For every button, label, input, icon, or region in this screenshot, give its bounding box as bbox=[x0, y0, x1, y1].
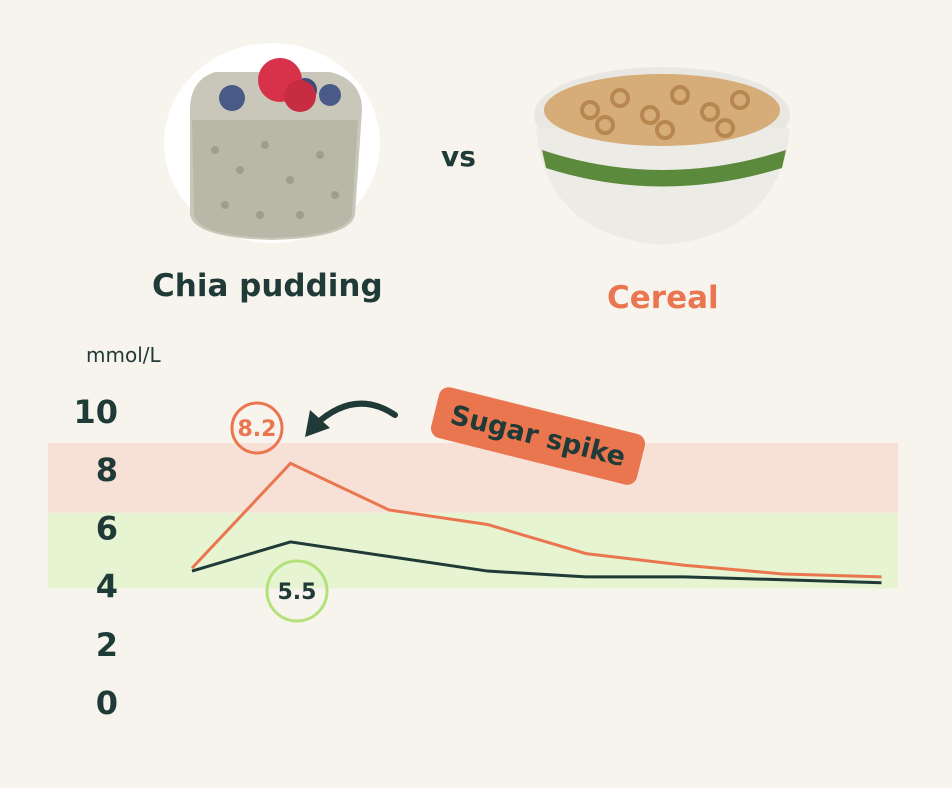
chia-series-line bbox=[191, 540, 882, 585]
y-tick-label: 0 bbox=[96, 684, 118, 722]
y-tick-label: 2 bbox=[96, 626, 118, 664]
y-tick-label: 6 bbox=[96, 509, 118, 547]
cereal-peak-value: 8.2 bbox=[238, 417, 277, 442]
arrow-head-icon bbox=[305, 410, 330, 437]
cereal-image bbox=[534, 67, 790, 245]
y-tick-label: 4 bbox=[96, 568, 118, 606]
curved-arrow-icon bbox=[312, 400, 398, 428]
peak-labels: 8.2 5.5 bbox=[230, 401, 329, 623]
chia-peak-value: 5.5 bbox=[278, 580, 317, 605]
chia-peak-badge bbox=[265, 559, 329, 623]
normal-glucose-band bbox=[48, 512, 898, 589]
y-axis-unit-label: mmol/L bbox=[86, 343, 161, 367]
cereal-label: Cereal bbox=[607, 280, 719, 316]
high-glucose-band bbox=[48, 443, 898, 513]
cereal-series-line bbox=[190, 461, 882, 579]
chia-pudding-image bbox=[164, 43, 380, 243]
y-tick-label: 8 bbox=[96, 451, 118, 489]
vs-label: vs bbox=[441, 140, 476, 173]
y-tick-label: 10 bbox=[73, 393, 118, 431]
chia-pudding-label: Chia pudding bbox=[152, 268, 383, 304]
y-axis-ticks: 0 2 4 6 8 10 bbox=[73, 393, 118, 722]
cereal-peak-badge bbox=[230, 401, 284, 455]
